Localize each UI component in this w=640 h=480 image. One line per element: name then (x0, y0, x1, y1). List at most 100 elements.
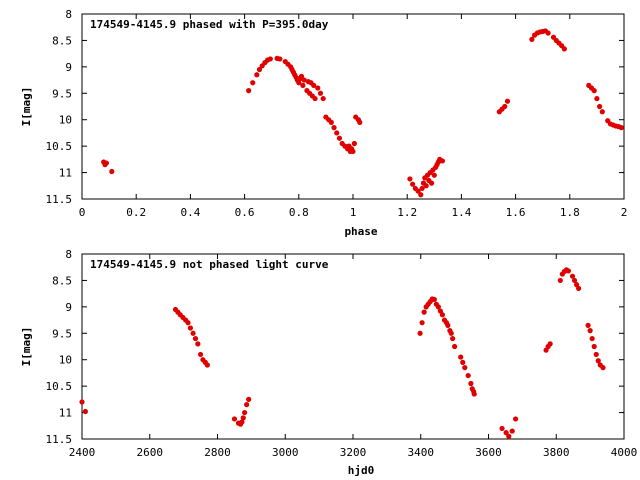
data-point (315, 85, 321, 91)
data-point (452, 343, 458, 350)
data-point (585, 322, 591, 328)
chart-title: 174549-4145.9 phased with P=395.0day (90, 18, 329, 31)
data-point (502, 103, 508, 110)
y-tick-label: 10 (59, 114, 72, 127)
x-tick-label: 2800 (204, 446, 231, 459)
y-tick-label: 8.5 (52, 274, 72, 287)
data-point (506, 433, 512, 439)
plot-frame (81, 253, 625, 440)
data-point (587, 328, 593, 334)
data-point (597, 103, 603, 110)
data-point (561, 46, 567, 52)
data-point (448, 330, 454, 336)
data-point (357, 119, 363, 125)
x-tick-label: 3600 (475, 446, 502, 459)
x-tick-label: 1.4 (451, 206, 471, 219)
chart-panel-2: 2400 2600 2800 3000 3200 3400 3600 3800 4000 8 8.5… (20, 248, 637, 477)
data-point (246, 88, 252, 94)
data-point (231, 416, 238, 422)
x-tick-label: 0.2 (126, 206, 146, 219)
data-point (545, 30, 551, 36)
data-point (256, 66, 263, 73)
x-axis-label: hjd0 (348, 464, 375, 477)
data-point (244, 402, 250, 408)
data-point (591, 88, 597, 94)
data-point (254, 72, 260, 78)
x-tick-label: 3400 (408, 446, 435, 459)
data-point (595, 358, 601, 364)
data-point (421, 309, 427, 315)
data-point (311, 82, 317, 88)
data-point (435, 304, 441, 310)
data-point (82, 408, 88, 415)
data-point (298, 73, 305, 79)
data-point (195, 341, 201, 347)
data-point (419, 320, 425, 326)
y-tick-label: 10.5 (46, 140, 73, 153)
data-point (407, 176, 413, 182)
chart-title: 174549-4145.9 not phased light curve (90, 258, 329, 271)
data-point (410, 181, 416, 187)
plot-frame (81, 13, 625, 200)
data-point (571, 277, 578, 284)
data-point (557, 277, 563, 284)
data-point (509, 428, 515, 434)
y-axis-label: I[mag] (20, 87, 33, 127)
y-axis-label: I[mag] (20, 327, 33, 367)
data-point (109, 168, 115, 175)
data-point (529, 36, 535, 42)
data-point (300, 82, 306, 88)
x-tick-label: 2 (621, 206, 628, 219)
data-point (428, 180, 435, 186)
data-point (79, 399, 85, 405)
x-tick-label: 1.8 (560, 206, 580, 219)
y-tick-label: 11 (59, 407, 72, 420)
data-point (240, 415, 246, 421)
data-point (351, 140, 357, 147)
data-point (504, 98, 511, 104)
data-point (301, 77, 307, 83)
data-point (431, 296, 437, 303)
data-point (591, 343, 597, 350)
data-point (296, 80, 302, 86)
data-point (187, 325, 193, 331)
data-point (547, 341, 553, 347)
data-point (462, 365, 468, 371)
x-tick-label: 1 (350, 206, 357, 219)
data-point (350, 148, 356, 155)
y-tick-label: 9 (65, 301, 72, 314)
y-tick-label: 8 (65, 8, 72, 21)
data-point (439, 312, 446, 318)
data-point (239, 419, 245, 425)
y-tick-label: 8 (65, 248, 72, 261)
data-point (418, 192, 424, 198)
data-point (103, 160, 109, 166)
data-point (565, 268, 572, 274)
chart-panel-1: 0 0.2 0.4 0.6 0.8 1 1.2 1.4 1.6 1.8 2 8 8.5 9 9.5 10 10.… (20, 8, 627, 238)
data-point (513, 416, 519, 422)
data-point (242, 409, 248, 416)
data-point (499, 425, 505, 432)
data-point (277, 56, 283, 62)
data-point (197, 351, 204, 358)
data-point (419, 185, 425, 192)
data-point (449, 335, 456, 342)
y-tick-label: 9.5 (52, 327, 72, 340)
data-point (594, 95, 600, 102)
data-point (317, 90, 324, 96)
data-point (192, 335, 199, 342)
y-tick-label: 9 (65, 61, 72, 74)
y-tick-label: 10 (59, 354, 72, 367)
data-point (599, 109, 605, 115)
y-tick-label: 9.5 (52, 87, 72, 100)
data-point (576, 285, 582, 291)
x-tick-label: 0.6 (235, 206, 255, 219)
x-tick-label: 3800 (543, 446, 570, 459)
data-point (312, 95, 318, 102)
data-point (439, 158, 446, 164)
x-tick-label: 3000 (272, 446, 299, 459)
data-point (336, 135, 343, 141)
data-point (618, 125, 624, 131)
y-tick-label: 11 (59, 167, 72, 180)
